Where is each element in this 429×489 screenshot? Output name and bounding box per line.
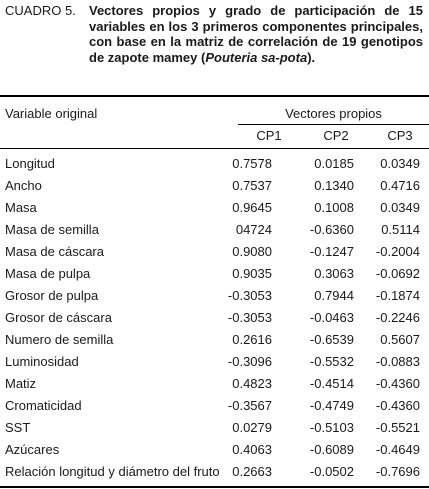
cell-cp2: -0.6539	[309, 332, 354, 347]
cell-cp3: -0.7696	[375, 464, 420, 479]
row-label: Longitud	[5, 156, 55, 171]
table-row: Ancho 0.7537 0.1340 0.4716	[0, 175, 429, 197]
table-row: Relación longitud y diámetro del fruto 0.…	[0, 461, 429, 483]
header-group-rule	[238, 124, 429, 125]
caption-text: Vectores propios y grado de participació…	[89, 3, 423, 65]
table-row: Masa de pulpa 0.9035 0.3063 -0.0692	[0, 263, 429, 285]
table-row: Grosor de cáscara -0.3053 -0.0463 -0.2246	[0, 307, 429, 329]
table-row: Longitud 0.7578 0.0185 0.0349	[0, 153, 429, 175]
cell-cp2: -0.6089	[309, 442, 354, 457]
row-label: Matiz	[5, 376, 37, 391]
cell-cp2: 0.1340	[314, 178, 354, 193]
header-rule	[0, 148, 429, 149]
cell-cp1: 04724	[235, 222, 272, 237]
cell-cp2: 0.0185	[314, 156, 354, 171]
cell-cp3: -0.0883	[375, 354, 420, 369]
cell-cp3: -0.2246	[375, 310, 420, 325]
header-cp3: CP3	[387, 128, 413, 143]
row-label: Luminosidad	[5, 354, 79, 369]
table-top-rule	[0, 95, 429, 97]
row-label: Masa	[5, 200, 37, 215]
cell-cp3: -0.2004	[375, 244, 420, 259]
table-row: Masa de semilla 04724 -0.6360 0.5114	[0, 219, 429, 241]
cell-cp3: -0.4649	[375, 442, 420, 457]
cell-cp1: -0.3053	[227, 288, 272, 303]
caption-text-end: ).	[307, 49, 316, 65]
row-label: Grosor de pulpa	[5, 288, 99, 303]
cell-cp1: 0.0279	[232, 420, 272, 435]
cell-cp1: 0.2616	[232, 332, 272, 347]
cell-cp2: -0.4749	[309, 398, 354, 413]
row-label: Masa de cáscara	[5, 244, 104, 259]
cell-cp3: -0.4360	[375, 376, 420, 391]
table-body: Longitud 0.7578 0.0185 0.0349 Ancho 0.7537 0.1…	[0, 153, 429, 483]
cell-cp2: -0.5532	[309, 354, 354, 369]
cell-cp3: 0.4716	[380, 178, 420, 193]
cell-cp2: -0.5103	[309, 420, 354, 435]
cell-cp2: 0.3063	[314, 266, 354, 281]
cell-cp1: 0.4823	[232, 376, 272, 391]
cell-cp2: 0.7944	[314, 288, 354, 303]
cell-cp3: 0.0349	[380, 200, 420, 215]
row-label: Grosor de cáscara	[5, 310, 112, 325]
row-label: Masa de semilla	[5, 222, 99, 237]
table-row: SST 0.0279 -0.5103 -0.5521	[0, 417, 429, 439]
cell-cp1: 0.7578	[232, 156, 272, 171]
cell-cp1: 0.9080	[232, 244, 272, 259]
cell-cp1: -0.3053	[227, 310, 272, 325]
cell-cp3: -0.1874	[375, 288, 420, 303]
cell-cp2: -0.4514	[309, 376, 354, 391]
cell-cp3: 0.5607	[380, 332, 420, 347]
cell-cp2: -0.1247	[309, 244, 354, 259]
row-label: Relación longitud y diámetro del fruto	[5, 464, 220, 479]
table-row: Masa de cáscara 0.9080 -0.1247 -0.2004	[0, 241, 429, 263]
row-label: Ancho	[5, 178, 42, 193]
cell-cp2: 0.1008	[314, 200, 354, 215]
row-label: Cromaticidad	[5, 398, 82, 413]
table-row: Luminosidad -0.3096 -0.5532 -0.0883	[0, 351, 429, 373]
header-group: Vectores propios	[285, 106, 382, 121]
cell-cp1: -0.3567	[227, 398, 272, 413]
cell-cp2: -0.0502	[309, 464, 354, 479]
cell-cp3: 0.5114	[381, 222, 420, 237]
caption-species-name: Pouteria sa-pota	[205, 49, 308, 65]
cell-cp3: -0.0692	[375, 266, 420, 281]
caption-label: CUADRO 5.	[5, 3, 76, 18]
cell-cp1: 0.7537	[232, 178, 272, 193]
cell-cp1: 0.2663	[232, 464, 272, 479]
header-variable: Variable original	[5, 106, 98, 121]
row-label: Azúcares	[5, 442, 60, 457]
cell-cp3: -0.5521	[375, 420, 420, 435]
cell-cp1: 0.4063	[232, 442, 272, 457]
table-row: Masa 0.9645 0.1008 0.0349	[0, 197, 429, 219]
cell-cp3: 0.0349	[380, 156, 420, 171]
table-bottom-rule	[0, 486, 429, 488]
cell-cp1: 0.9645	[232, 200, 272, 215]
table-row: Azúcares 0.4063 -0.6089 -0.4649	[0, 439, 429, 461]
caption-text-main: Vectores propios y grado de participació…	[89, 3, 423, 65]
cell-cp2: -0.0463	[309, 310, 354, 325]
row-label: SST	[5, 420, 31, 435]
header-cp1: CP1	[256, 128, 282, 143]
header-cp2: CP2	[323, 128, 349, 143]
row-label: Numero de semilla	[5, 332, 114, 347]
cell-cp2: -0.6360	[309, 222, 354, 237]
cell-cp1: 0.9035	[232, 266, 272, 281]
table-row: Grosor de pulpa -0.3053 0.7944 -0.1874	[0, 285, 429, 307]
table-row: Cromaticidad -0.3567 -0.4749 -0.4360	[0, 395, 429, 417]
table-row: Numero de semilla 0.2616 -0.6539 0.5607	[0, 329, 429, 351]
row-label: Masa de pulpa	[5, 266, 91, 281]
table-caption: CUADRO 5. Vectores propios y grado de pa…	[5, 3, 423, 65]
cell-cp1: -0.3096	[227, 354, 272, 369]
cell-cp3: -0.4360	[375, 398, 420, 413]
table-row: Matiz 0.4823 -0.4514 -0.4360	[0, 373, 429, 395]
